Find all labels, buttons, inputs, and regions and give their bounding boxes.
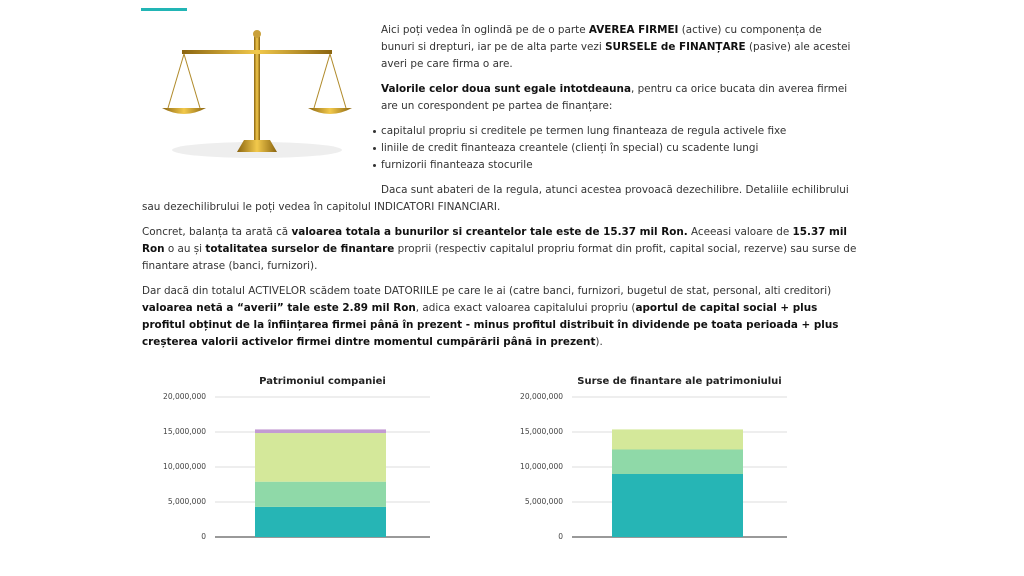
text-run: 15.37 mil Ron xyxy=(142,226,847,255)
bar-segment xyxy=(255,481,386,507)
scale-icon xyxy=(162,30,352,158)
text-run: , pentru ca orice bucata din averea firm… xyxy=(381,83,848,112)
text-run: , adica exact valoarea capitalului propr… xyxy=(415,302,636,314)
list-item: capitalul propriu si creditele pe termen… xyxy=(142,123,858,140)
balance-scale-image xyxy=(142,22,381,194)
y-tick-label: 0 xyxy=(558,532,563,541)
y-tick-label: 0 xyxy=(201,532,206,541)
chart: Surse de finantare ale patrimoniului 0 5,0… xyxy=(520,376,787,541)
y-tick-label: 20,000,000 xyxy=(520,392,563,401)
bar-segment xyxy=(255,433,386,482)
text-run: Aceeasi valoare de xyxy=(687,226,793,238)
bar-segment xyxy=(612,429,743,450)
text-run: valoarea netă a “averii” tale este 2.89 … xyxy=(142,302,416,314)
bar-segment xyxy=(255,506,386,537)
top-text: Aici poți vedea în oglindă pe de o parte… xyxy=(142,22,858,115)
y-tick-label: 10,000,000 xyxy=(163,462,206,471)
paragraph: Daca sunt abateri de la regula, atunci a… xyxy=(142,182,858,216)
y-tick-label: 10,000,000 xyxy=(520,462,563,471)
text-run: proprii (respectiv capitalul propriu for… xyxy=(142,243,857,272)
text-run: AVEREA FIRMEI xyxy=(588,24,679,36)
bullet-list: capitalul propriu si creditele pe termen… xyxy=(142,123,858,174)
y-tick-label: 20,000,000 xyxy=(163,392,206,401)
bar-segment xyxy=(612,474,743,537)
chart-title: Surse de finantare ale patrimoniului xyxy=(577,376,781,387)
text-run: Daca sunt abateri de la regula, atunci a… xyxy=(142,184,849,213)
text-run: Concret, balanța ta arată că xyxy=(142,226,292,238)
paragraph: Concret, balanța ta arată că valoarea to… xyxy=(142,224,858,275)
text-run: ). xyxy=(595,336,603,348)
paragraph: Dar dacă din totalul ACTIVELOR scădem to… xyxy=(142,283,858,351)
text-run: totalitatea surselor de finantare xyxy=(205,243,395,255)
bottom-text: Daca sunt abateri de la regula, atunci a… xyxy=(142,182,858,351)
paragraph: Aici poți vedea în oglindă pe de o parte… xyxy=(142,22,858,73)
y-tick-label: 15,000,000 xyxy=(520,427,563,436)
chart-title: Patrimoniul companiei xyxy=(259,376,386,387)
text-run: (active) cu componența de bunuri si drep… xyxy=(381,24,822,53)
text-run: aportul de capital social + plus profitu… xyxy=(142,302,839,348)
bar-segment xyxy=(255,429,386,434)
text-run: Valorile celor doua sunt egale intotdeau… xyxy=(381,83,631,95)
bar-segment xyxy=(612,449,743,474)
list-item: liniile de credit finanteaza creantele (… xyxy=(142,140,858,157)
accent-bar xyxy=(141,8,187,11)
list-item: furnizorii finanteaza stocurile xyxy=(142,157,858,174)
text-run: valoarea totala a bunurilor si creantelo… xyxy=(291,226,688,238)
text-run: Aici poți vedea în oglindă pe de o parte xyxy=(381,24,589,36)
document: Aici poți vedea în oglindă pe de o parte… xyxy=(142,22,858,359)
paragraph: Valorile celor doua sunt egale intotdeau… xyxy=(142,81,858,115)
text-run: (pasive) ale acestei averi pe care firma… xyxy=(381,41,851,70)
text-run: Dar dacă din totalul ACTIVELOR scădem to… xyxy=(142,285,832,297)
y-tick-label: 15,000,000 xyxy=(163,427,206,436)
text-run: o au și xyxy=(164,243,206,255)
chart: Patrimoniul companiei 0 5,000,000 10,000,00… xyxy=(163,376,430,541)
y-tick-label: 5,000,000 xyxy=(525,497,563,506)
y-tick-label: 5,000,000 xyxy=(168,497,206,506)
text-run: SURSELE de FINANȚARE xyxy=(605,41,746,53)
